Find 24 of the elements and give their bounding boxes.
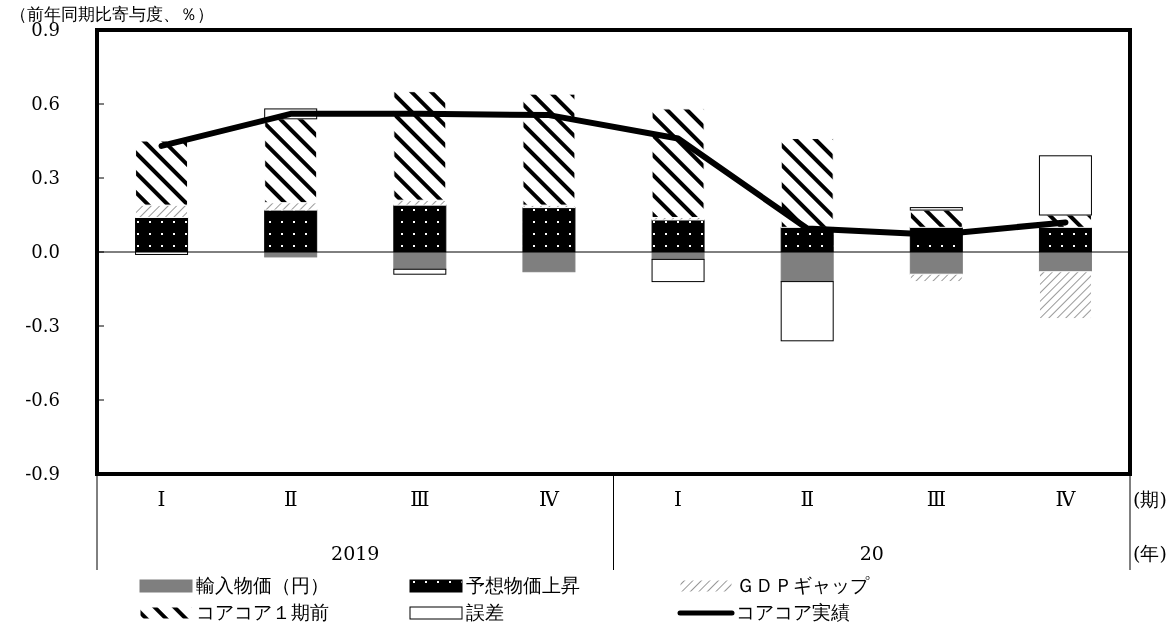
text: (期) xyxy=(1133,488,1167,510)
x-tick-label: Ⅱ xyxy=(283,487,298,511)
text: (年) xyxy=(1133,542,1167,564)
y-tick-label: -0.9 xyxy=(25,463,60,484)
legend-label: 輸入物価（円） xyxy=(196,574,329,596)
text: 20 xyxy=(859,542,884,564)
y-tick-label: 0.6 xyxy=(31,93,60,114)
y-tick-label: -0.3 xyxy=(25,315,60,336)
y-tick-label: 0.0 xyxy=(31,241,60,262)
x-tick-label: Ⅳ xyxy=(538,487,560,511)
legend-label: 誤差 xyxy=(466,601,504,623)
x-tick-label: Ⅳ xyxy=(1055,487,1077,511)
y-tick-label: 0.3 xyxy=(31,167,60,188)
x-tick-label: Ⅰ xyxy=(157,487,166,511)
x-tick-label: Ⅱ xyxy=(800,487,814,511)
x-tick-label: Ⅰ xyxy=(674,487,683,511)
legend-label: コアコア１期前 xyxy=(196,601,329,623)
legend-label: ＧＤＰギャップ xyxy=(736,574,870,596)
legend-label: コアコア実績 xyxy=(736,601,850,623)
text: 2019 xyxy=(331,542,380,564)
legend-label: 予想物価上昇 xyxy=(466,574,580,596)
x-tick-label: Ⅲ xyxy=(410,487,430,511)
y-tick-label: -0.6 xyxy=(25,389,60,410)
x-tick-label: Ⅲ xyxy=(926,487,946,511)
